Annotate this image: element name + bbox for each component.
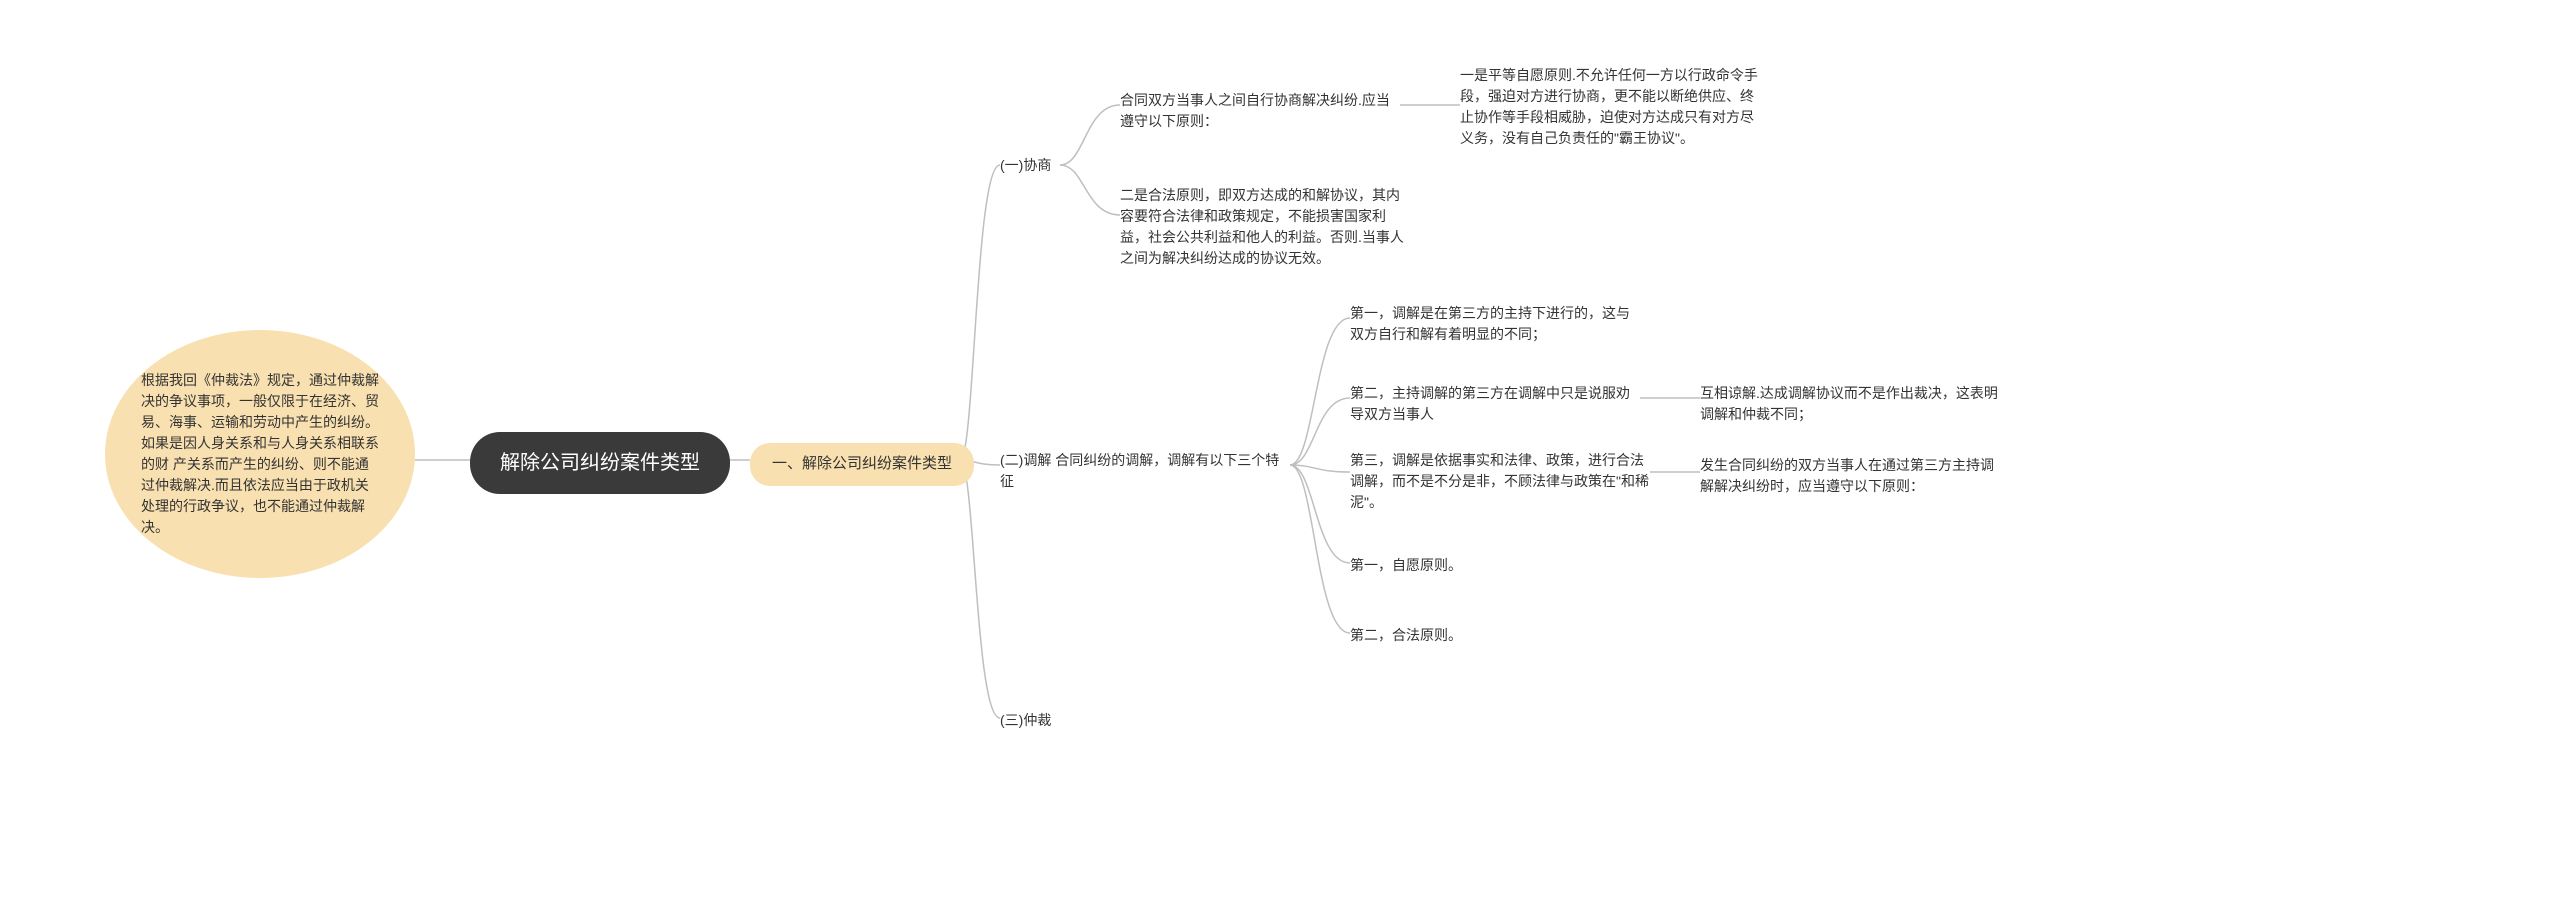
- node-c-text: (三)仲裁: [1000, 712, 1051, 728]
- node-b2-ext: 互相谅解.达成调解协议而不是作出裁决，这表明调解和仲裁不同；: [1700, 383, 2000, 425]
- node-a: (一)协商: [1000, 155, 1051, 176]
- section-1-text: 一、解除公司纠纷案件类型: [772, 455, 952, 472]
- node-b4-text: 第一，自愿原则。: [1350, 557, 1462, 573]
- node-b3-text: 第三，调解是依据事实和法律、政策，进行合法调解，而不是不分是非，不顾法律与政策在…: [1350, 452, 1649, 510]
- node-b-text: (二)调解 合同纠纷的调解，调解有以下三个特征: [1000, 452, 1279, 489]
- node-b2: 第二，主持调解的第三方在调解中只是说服劝导双方当事人: [1350, 383, 1640, 425]
- node-c: (三)仲裁: [1000, 710, 1051, 731]
- node-a1: 一是平等自愿原则.不允许任何一方以行政命令手段，强迫对方进行协商，更不能以断绝供…: [1460, 65, 1760, 149]
- node-b: (二)调解 合同纠纷的调解，调解有以下三个特征: [1000, 450, 1290, 492]
- root-center-text: 解除公司纠纷案件类型: [500, 452, 700, 474]
- node-b5-text: 第二，合法原则。: [1350, 627, 1462, 643]
- node-b4: 第一，自愿原则。: [1350, 555, 1640, 576]
- node-a-desc: 合同双方当事人之间自行协商解决纠纷.应当遵守以下原则：: [1120, 90, 1400, 132]
- node-b1: 第一，调解是在第三方的主持下进行的，这与双方自行和解有着明显的不同；: [1350, 303, 1640, 345]
- section-1: 一、解除公司纠纷案件类型: [750, 443, 974, 486]
- node-b5: 第二，合法原则。: [1350, 625, 1640, 646]
- root-center: 解除公司纠纷案件类型: [470, 432, 730, 494]
- node-a-desc-text: 合同双方当事人之间自行协商解决纠纷.应当遵守以下原则：: [1120, 92, 1390, 129]
- node-b2-ext-text: 互相谅解.达成调解协议而不是作出裁决，这表明调解和仲裁不同；: [1700, 385, 1998, 422]
- node-b2-text: 第二，主持调解的第三方在调解中只是说服劝导双方当事人: [1350, 385, 1630, 422]
- node-b3-ext: 发生合同纠纷的双方当事人在通过第三方主持调解解决纠纷时，应当遵守以下原则：: [1700, 455, 2000, 497]
- node-b3-ext-text: 发生合同纠纷的双方当事人在通过第三方主持调解解决纠纷时，应当遵守以下原则：: [1700, 457, 1994, 494]
- node-a2-text: 二是合法原则，即双方达成的和解协议，其内容要符合法律和政策规定，不能损害国家利益…: [1120, 187, 1404, 266]
- node-a2: 二是合法原则，即双方达成的和解协议，其内容要符合法律和政策规定，不能损害国家利益…: [1120, 185, 1410, 269]
- node-a-text: (一)协商: [1000, 157, 1051, 173]
- node-b1-text: 第一，调解是在第三方的主持下进行的，这与双方自行和解有着明显的不同；: [1350, 305, 1630, 342]
- root-left-text: 根据我回《仲裁法》规定，通过仲裁解决的争议事项，一般仅限于在经济、贸易、海事、运…: [141, 372, 379, 535]
- node-a1-text: 一是平等自愿原则.不允许任何一方以行政命令手段，强迫对方进行协商，更不能以断绝供…: [1460, 67, 1758, 146]
- root-left-note: 根据我回《仲裁法》规定，通过仲裁解决的争议事项，一般仅限于在经济、贸易、海事、运…: [105, 330, 415, 578]
- node-b3: 第三，调解是依据事实和法律、政策，进行合法调解，而不是不分是非，不顾法律与政策在…: [1350, 450, 1650, 513]
